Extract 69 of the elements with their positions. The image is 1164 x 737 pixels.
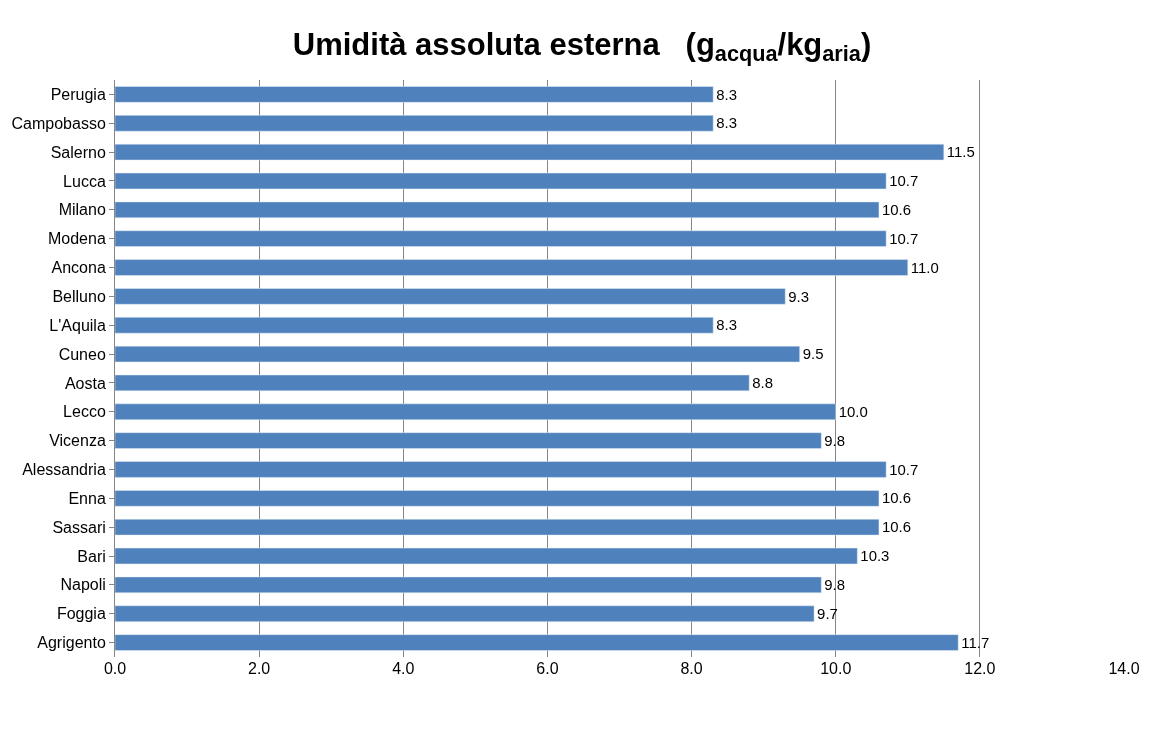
data-label: 10.0 <box>838 402 868 420</box>
data-label: 9.7 <box>817 604 838 622</box>
y-tick-label: Bari <box>77 547 106 565</box>
y-tick-label: Napoli <box>60 576 106 594</box>
x-tick-label: 14.0 <box>1108 660 1140 677</box>
y-tick-label: Aosta <box>64 374 106 392</box>
data-label: 9.3 <box>788 287 810 305</box>
y-tick-label: Perugia <box>50 86 106 104</box>
data-label: 10.7 <box>889 460 919 478</box>
data-label: 10.7 <box>889 229 919 247</box>
chart-title: Umidità assoluta esterna (g$_{acqua}$/kg$_{aria}$) <box>292 26 872 67</box>
bar <box>115 259 909 276</box>
y-tick-label: Cuneo <box>58 345 106 363</box>
x-tick-label: 6.0 <box>536 660 559 677</box>
bar <box>115 634 959 651</box>
bar <box>115 432 822 449</box>
y-tick-label: Lecco <box>63 403 106 421</box>
bar <box>115 576 822 594</box>
data-label: 8.3 <box>716 85 737 103</box>
bar <box>115 201 880 219</box>
data-label: 10.7 <box>889 172 919 190</box>
bar <box>115 461 887 478</box>
data-label: 11.7 <box>961 633 990 651</box>
x-tick-label: 12.0 <box>964 660 996 677</box>
y-tick-label: Campobasso <box>11 114 106 132</box>
x-tick-label: 10.0 <box>820 660 852 677</box>
bar <box>115 172 887 190</box>
y-tick-label: Alessandria <box>22 461 106 479</box>
bar <box>115 345 800 363</box>
data-label: 10.6 <box>881 489 912 507</box>
bar <box>115 288 786 305</box>
data-label: 9.5 <box>802 345 824 363</box>
data-label: 9.8 <box>824 431 846 449</box>
bar <box>115 547 858 565</box>
y-tick-label: Modena <box>47 230 106 248</box>
bar <box>115 86 714 103</box>
y-tick-label: Belluno <box>52 287 106 305</box>
x-tick-label: 2.0 <box>248 660 271 677</box>
data-label: 10.6 <box>881 518 912 536</box>
bar <box>115 518 880 536</box>
x-tick-label: 4.0 <box>392 660 415 677</box>
data-label: 8.3 <box>716 316 737 334</box>
x-tick-label: 0.0 <box>103 660 127 677</box>
bar <box>115 490 880 507</box>
y-tick-label: Foggia <box>56 605 106 623</box>
y-tick-label: Agrigento <box>37 634 106 652</box>
y-tick-label: Lucca <box>63 172 106 190</box>
bar <box>115 317 714 334</box>
y-tick-label: Vicenza <box>49 432 106 450</box>
bar <box>115 230 887 247</box>
y-tick-label: L'Aquila <box>49 316 106 334</box>
bar <box>115 143 945 161</box>
y-tick-label: Salerno <box>50 143 106 161</box>
y-tick-label: Ancona <box>51 259 106 277</box>
bar <box>115 115 714 132</box>
bar <box>115 374 750 392</box>
y-tick-label: Sassari <box>52 518 106 536</box>
data-label: 9.8 <box>824 576 846 594</box>
data-label: 10.6 <box>881 200 912 218</box>
data-label: 10.3 <box>860 547 890 565</box>
data-label: 11.5 <box>946 143 975 161</box>
bar <box>115 605 815 622</box>
y-tick-label: Milano <box>58 201 106 219</box>
data-label: 8.3 <box>716 114 737 132</box>
bar <box>115 403 836 420</box>
x-tick-label: 8.0 <box>680 660 703 677</box>
data-label: 11.0 <box>910 258 939 276</box>
y-tick-label: Enna <box>68 489 106 507</box>
data-label: 8.8 <box>752 374 773 392</box>
